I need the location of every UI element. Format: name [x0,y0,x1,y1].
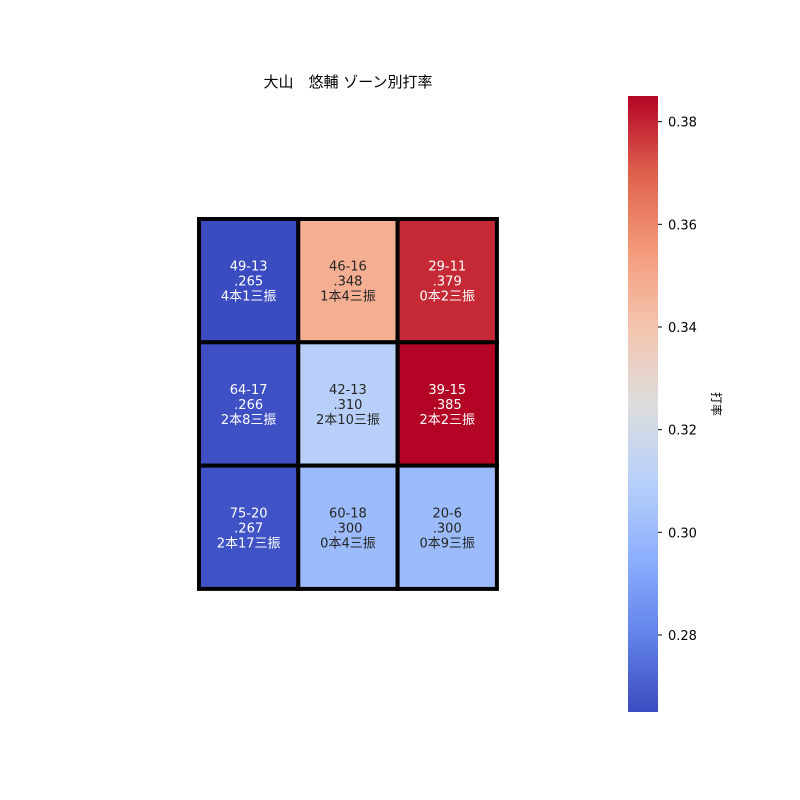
colorbar-tick-label: 0.28 [668,629,697,644]
cell-label-detail: 1本4三振 [320,290,376,305]
cell-label-detail: 0本2三振 [419,290,475,305]
cell-label-ab-hits: 75-20 [230,506,268,521]
heatmap-cell [197,340,301,468]
cell-label-ab-hits: 60-18 [329,506,367,521]
cell-label-avg-label: .265 [234,275,263,290]
chart-title: 大山 悠輔 ゾーン別打率 [263,73,432,91]
heatmap-cell [296,463,400,591]
heatmap-cell [296,217,400,345]
cell-label-detail: 0本9三振 [419,536,475,551]
colorbar-gradient [628,96,658,712]
cell-label-ab-hits: 29-11 [428,260,466,275]
cell-label-ab-hits: 46-16 [329,260,367,275]
cell-label-ab-hits: 49-13 [230,260,268,275]
colorbar-tick-label: 0.30 [668,526,697,541]
cell-label-avg-label: .385 [433,398,462,413]
colorbar-tick-label: 0.36 [668,218,697,233]
colorbar-tick-label: 0.34 [668,321,697,336]
colorbar-ticks: 0.28 0.30 0.32 0.34 0.36 0.38 [658,116,697,644]
cell-label-avg-label: .310 [333,398,362,413]
cell-label-avg-label: .348 [333,275,362,290]
cell-label-detail: 2本2三振 [419,413,475,428]
colorbar-tick-label: 0.38 [668,116,697,131]
colorbar-tick-label: 0.32 [668,424,697,439]
heatmap-cell [296,340,400,468]
cell-label-ab-hits: 39-15 [428,383,466,398]
cell-label-detail: 2本8三振 [221,413,277,428]
heatmap-cell [395,340,499,468]
cell-label-detail: 4本1三振 [221,290,277,305]
cell-label-detail: 2本17三振 [217,536,281,551]
cell-label-detail: 0本4三振 [320,536,376,551]
heatmap-cell [395,463,499,591]
cell-label-avg-label: .267 [234,521,263,536]
colorbar: 0.28 0.30 0.32 0.34 0.36 0.38 打率 [628,96,724,712]
cell-label-avg-label: .266 [234,398,263,413]
cell-label-ab-hits: 42-13 [329,383,367,398]
cell-label-detail: 2本10三振 [316,413,380,428]
cell-label-ab-hits: 20-6 [432,506,462,521]
cell-label-ab-hits: 64-17 [230,383,268,398]
colorbar-label: 打率 [709,392,724,416]
cell-label-avg-label: .300 [433,521,462,536]
cell-label-avg-label: .379 [433,275,462,290]
cell-label-avg-label: .300 [333,521,362,536]
